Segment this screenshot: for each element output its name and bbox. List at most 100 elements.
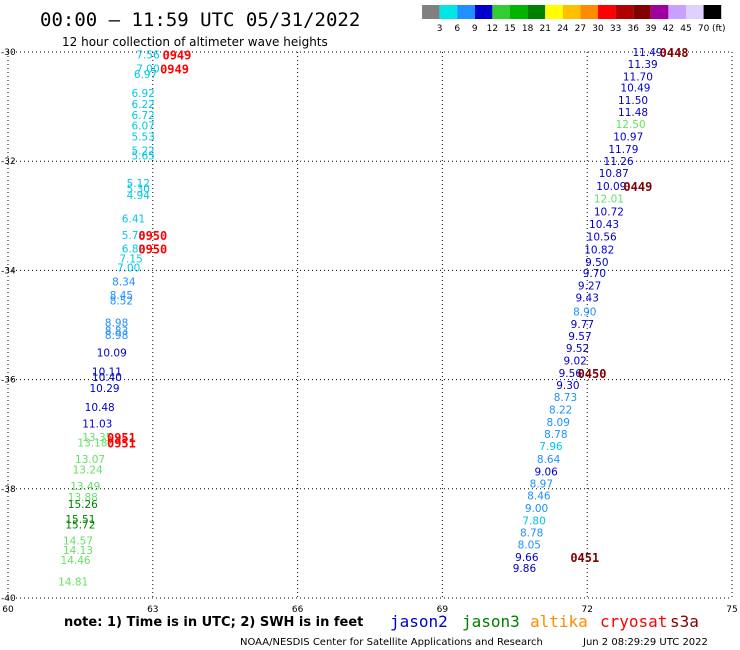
- wave-height-label: 6.72: [131, 110, 154, 122]
- wave-height-label: 10.40: [92, 372, 122, 384]
- wave-height-label: 10.82: [584, 245, 614, 257]
- wave-height-label: 14.57: [63, 536, 93, 548]
- satellite-name: cryosat: [600, 612, 667, 631]
- time-label: 0950: [138, 243, 167, 257]
- wave-height-label: 10.11: [92, 366, 122, 378]
- legend-label: 30: [592, 24, 604, 34]
- legend-swatch: [527, 5, 546, 19]
- wave-height-label: 9.06: [534, 466, 558, 478]
- legend-label: 36: [627, 24, 639, 34]
- satellite-name: jason2: [390, 612, 448, 631]
- wave-height-label: 10.09: [596, 181, 626, 193]
- legend-swatch: [457, 5, 475, 19]
- satellite-name: altika: [530, 612, 588, 631]
- wave-height-label: 7.96: [539, 441, 563, 453]
- wave-height-label: 8.22: [549, 405, 572, 417]
- wave-height-label: 10.48: [85, 402, 115, 414]
- wave-height-label: 8.90: [573, 306, 596, 318]
- wave-height-label: 8.98: [105, 317, 128, 329]
- data-marks: 7.567.006.976.926.226.726.075.535.225.65…: [58, 46, 688, 589]
- wave-height-label: 15.51: [65, 514, 95, 526]
- time-label: 0449: [623, 180, 652, 194]
- wave-height-label: 8.78: [520, 527, 543, 539]
- wave-height-label: 7.00: [117, 263, 140, 275]
- wave-height-label: 8.45: [110, 290, 133, 302]
- wave-height-label: 10.87: [599, 168, 629, 180]
- legend-label: 18: [522, 24, 534, 34]
- legend-label: 6: [454, 24, 460, 34]
- wave-height-label: 7.15: [119, 253, 142, 265]
- wave-height-label: 9.27: [578, 281, 601, 293]
- wave-height-label: 11.39: [628, 59, 658, 71]
- wave-height-label: 9.00: [525, 503, 548, 515]
- wave-height-label: 9.52: [566, 343, 589, 355]
- wave-height-label: 9.86: [513, 563, 537, 575]
- legend-swatch: [668, 5, 686, 19]
- y-tick-label: -32: [1, 157, 16, 167]
- wave-height-label: 11.48: [618, 107, 648, 119]
- x-tick-label: 75: [726, 605, 737, 615]
- legend-label: 27: [575, 24, 586, 34]
- wave-height-label: 6.92: [131, 88, 154, 100]
- wave-height-label: 11.50: [618, 95, 648, 107]
- wave-height-label: 5.12: [127, 178, 150, 190]
- legend-label: 42: [663, 24, 674, 34]
- legend-swatch: [474, 5, 493, 19]
- wave-height-label: 13.49: [70, 481, 100, 493]
- wave-height-label: 15.72: [65, 519, 95, 531]
- wave-height-label: 7.00: [136, 63, 159, 75]
- time-label: 0951: [107, 431, 136, 445]
- wave-height-label: 9.66: [515, 552, 539, 564]
- timestamp-text: Jun 2 08:29:29 UTC 2022: [582, 637, 708, 648]
- satellite-name: s3a: [670, 612, 699, 631]
- wave-height-label: 10.97: [613, 132, 643, 144]
- satellite-name: jason3: [462, 612, 520, 631]
- legend-swatch: [439, 5, 458, 19]
- wave-height-label: 8.52: [110, 295, 133, 307]
- y-tick-label: -40: [1, 594, 16, 604]
- y-tick-label: -30: [1, 48, 16, 58]
- wave-height-label: 13.24: [73, 465, 103, 477]
- x-tick-label: 63: [147, 605, 158, 615]
- wave-height-label: 9.02: [563, 355, 586, 367]
- wave-height-label: 8.34: [112, 276, 136, 288]
- x-tick-label: 69: [437, 605, 449, 615]
- wave-height-label: 8.46: [527, 490, 551, 502]
- wave-height-label: 5.53: [131, 132, 154, 144]
- legend-label: 12: [487, 24, 498, 34]
- wave-height-label: 9.50: [585, 257, 608, 269]
- wave-height-label: 15.26: [68, 499, 98, 511]
- note-text: note: 1) Time is in UTC; 2) SWH is in fe…: [64, 615, 363, 630]
- wave-height-label: 4.94: [127, 190, 151, 202]
- y-tick-label: -38: [1, 485, 16, 495]
- wave-height-label: 9.77: [571, 319, 594, 331]
- wave-height-label: 8.98: [105, 330, 128, 342]
- wave-height-label: 9.70: [583, 268, 606, 280]
- wave-height-label: 8.05: [518, 539, 541, 551]
- legend-swatch: [633, 5, 651, 19]
- legend-label: 9: [472, 24, 478, 34]
- legend-swatch: [422, 5, 440, 19]
- x-tick-label: 66: [292, 605, 304, 615]
- legend-swatch: [545, 5, 563, 19]
- legend-swatch: [580, 5, 598, 19]
- legend-label: 3: [437, 24, 443, 34]
- wave-height-label: 10.29: [90, 383, 120, 395]
- wave-height-label: 9.30: [556, 380, 579, 392]
- legend-unit: (ft): [712, 24, 726, 34]
- wave-height-label: 6.41: [122, 214, 145, 226]
- wave-height-label: 13.35: [82, 432, 112, 444]
- wave-height-label: 13.07: [75, 454, 105, 466]
- time-label: 0451: [570, 551, 599, 565]
- wave-height-label: 7.56: [136, 50, 160, 62]
- wave-height-label: 5.78: [122, 230, 145, 242]
- time-label: 0450: [578, 367, 607, 381]
- wave-height-label: 11.70: [623, 72, 653, 84]
- wave-height-label: 10.49: [620, 82, 650, 94]
- legend-swatch: [650, 5, 669, 19]
- y-tick-label: -34: [1, 266, 16, 276]
- wave-height-label: 9.43: [576, 293, 599, 305]
- time-label: 0448: [660, 46, 689, 60]
- wave-height-label: 6.07: [131, 121, 154, 133]
- wave-height-label: 6.22: [131, 99, 154, 111]
